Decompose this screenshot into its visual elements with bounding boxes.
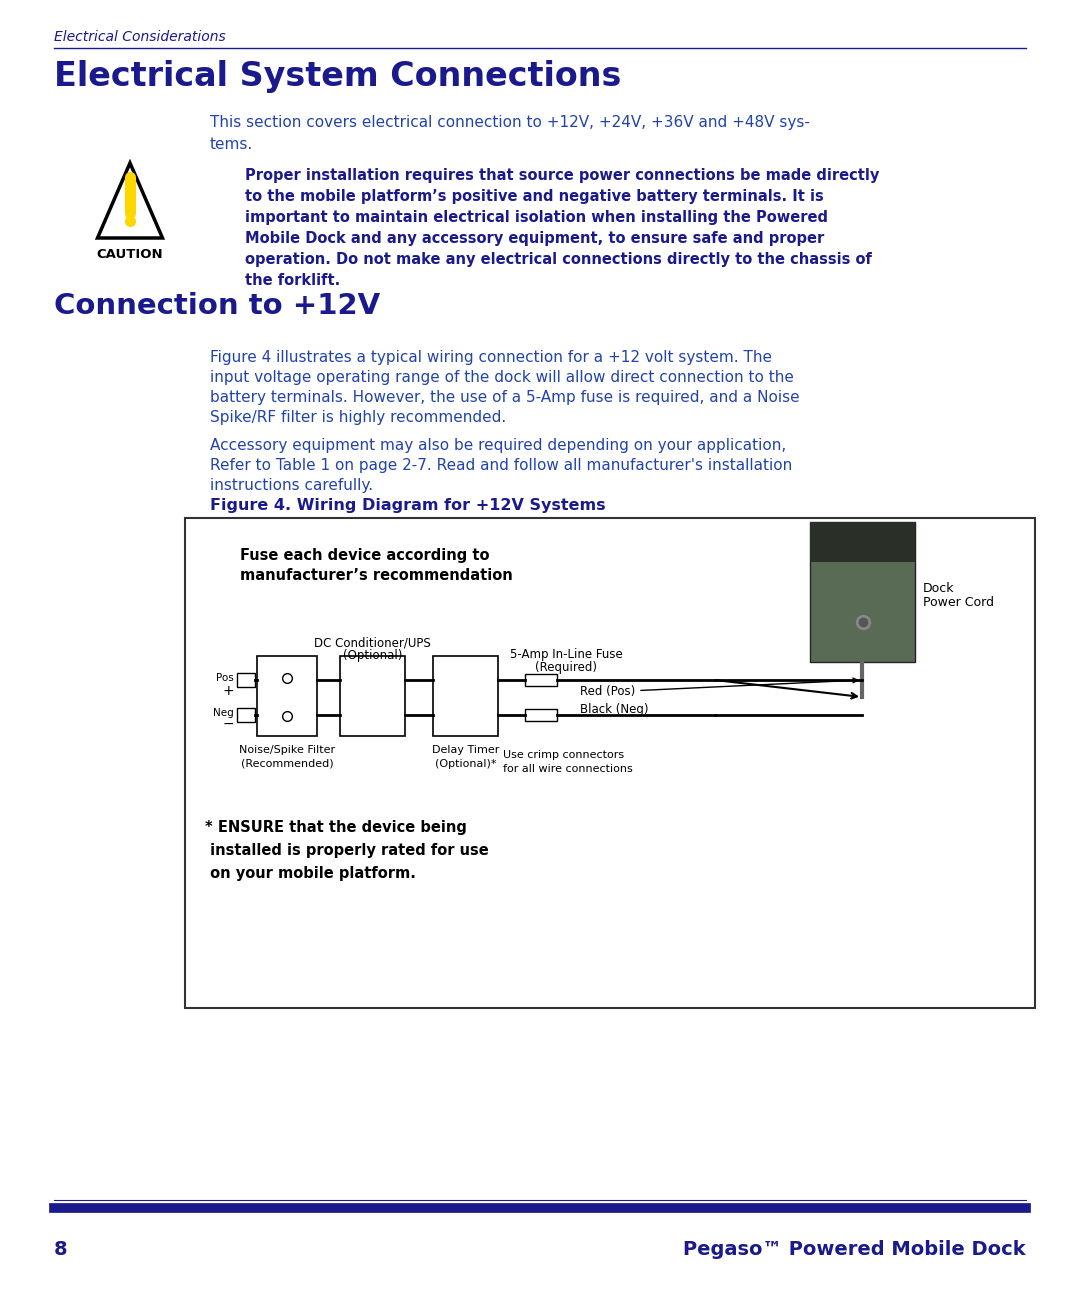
Text: (Optional): (Optional): [342, 649, 402, 662]
Text: Spike/RF filter is highly recommended.: Spike/RF filter is highly recommended.: [210, 410, 507, 425]
Bar: [525, 709, 557, 721]
Text: CAUTION: CAUTION: [97, 248, 163, 261]
Text: (Required): (Required): [535, 661, 597, 674]
Bar: [185, 518, 1035, 1008]
Text: Black (Neg): Black (Neg): [580, 703, 648, 716]
Text: Electrical Considerations: Electrical Considerations: [54, 30, 226, 45]
Text: Dock: Dock: [923, 582, 955, 595]
Bar: [433, 656, 498, 735]
Text: Electrical System Connections: Electrical System Connections: [54, 60, 621, 93]
Text: Noise/Spike Filter: Noise/Spike Filter: [239, 745, 335, 755]
Text: Refer to Table 1 on page 2-7. Read and follow all manufacturer's installation: Refer to Table 1 on page 2-7. Read and f…: [210, 458, 793, 473]
Text: manufacturer’s recommendation: manufacturer’s recommendation: [240, 568, 513, 583]
Bar: [810, 522, 915, 562]
Text: tems.: tems.: [210, 138, 253, 152]
Text: (Optional)*: (Optional)*: [435, 759, 496, 770]
Bar: [525, 674, 557, 686]
Text: 5-Amp In-Line Fuse: 5-Amp In-Line Fuse: [510, 648, 622, 661]
Text: * ENSURE that the device being: * ENSURE that the device being: [205, 819, 467, 835]
Text: important to maintain electrical isolation when installing the Powered: important to maintain electrical isolati…: [245, 210, 828, 225]
Text: +: +: [222, 684, 234, 697]
Text: Neg: Neg: [213, 708, 234, 718]
Text: to the mobile platform’s positive and negative battery terminals. It is: to the mobile platform’s positive and ne…: [245, 189, 824, 205]
Text: battery terminals. However, the use of a 5-Amp fuse is required, and a Noise: battery terminals. However, the use of a…: [210, 389, 799, 405]
Text: DC Conditioner/UPS: DC Conditioner/UPS: [314, 636, 431, 649]
Text: Proper installation requires that source power connections be made directly: Proper installation requires that source…: [245, 168, 879, 184]
Text: Red (Pos): Red (Pos): [580, 678, 858, 699]
Text: for all wire connections: for all wire connections: [503, 764, 633, 773]
Text: Connection to +12V: Connection to +12V: [54, 292, 380, 320]
Text: −: −: [222, 717, 234, 732]
Text: Mobile Dock and any accessory equipment, to ensure safe and proper: Mobile Dock and any accessory equipment,…: [245, 231, 824, 246]
Bar: [340, 656, 405, 735]
Text: input voltage operating range of the dock will allow direct connection to the: input voltage operating range of the doc…: [210, 370, 794, 385]
Text: installed is properly rated for use: installed is properly rated for use: [205, 843, 489, 857]
Bar: [237, 708, 255, 722]
Text: the forklift.: the forklift.: [245, 273, 340, 288]
Text: Delay Timer: Delay Timer: [432, 745, 499, 755]
Text: operation. Do not make any electrical connections directly to the chassis of: operation. Do not make any electrical co…: [245, 252, 872, 267]
Bar: [257, 656, 318, 735]
Text: Figure 4 illustrates a typical wiring connection for a +12 volt system. The: Figure 4 illustrates a typical wiring co…: [210, 350, 772, 364]
Text: Figure 4. Wiring Diagram for +12V Systems: Figure 4. Wiring Diagram for +12V System…: [210, 498, 606, 513]
Text: (Recommended): (Recommended): [241, 759, 334, 770]
Text: Power Cord: Power Cord: [923, 597, 994, 610]
Bar: [237, 673, 255, 687]
Text: This section covers electrical connection to +12V, +24V, +36V and +48V sys-: This section covers electrical connectio…: [210, 115, 810, 130]
Text: 8: 8: [54, 1240, 68, 1259]
Text: Fuse each device according to: Fuse each device according to: [240, 548, 489, 562]
Text: on your mobile platform.: on your mobile platform.: [205, 867, 416, 881]
Text: Use crimp connectors: Use crimp connectors: [503, 750, 624, 760]
Polygon shape: [97, 163, 162, 239]
Text: Pegaso™ Powered Mobile Dock: Pegaso™ Powered Mobile Dock: [684, 1240, 1026, 1259]
Bar: [810, 522, 915, 662]
Text: Accessory equipment may also be required depending on your application,: Accessory equipment may also be required…: [210, 438, 786, 454]
Text: instructions carefully.: instructions carefully.: [210, 479, 373, 493]
Text: Pos: Pos: [216, 673, 234, 683]
